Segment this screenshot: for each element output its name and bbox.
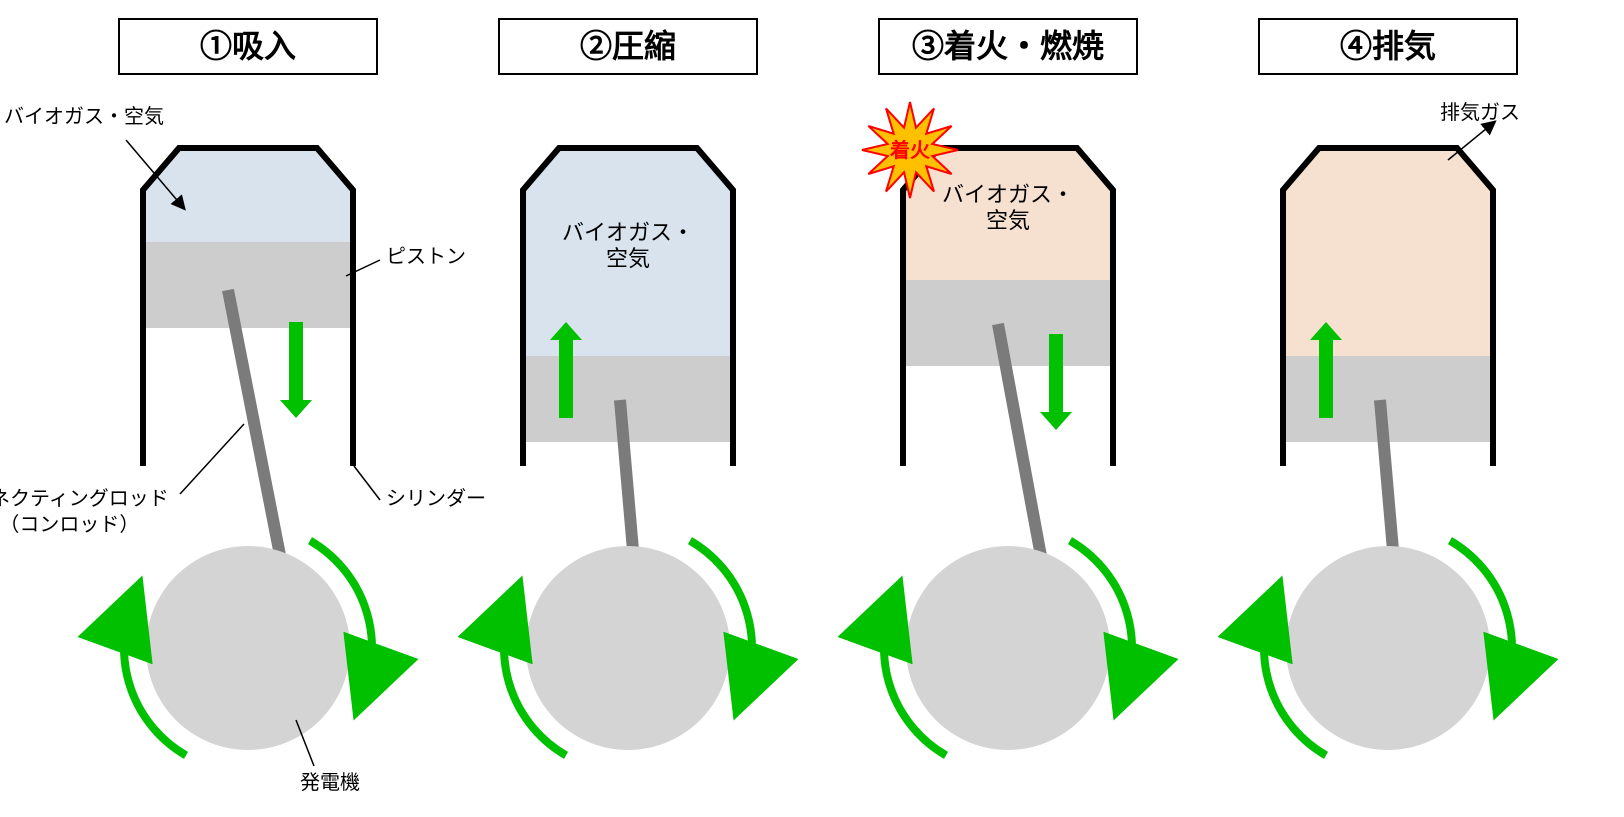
label-cylinder: シリンダー — [386, 486, 486, 512]
stage-title-compression: ②圧縮 — [498, 18, 758, 75]
label-piston: ピストン — [386, 244, 466, 270]
diagram-stage: バイオガス・空気着火バイオガス・空気 ①吸入バイオガス・空気ピストンシリンダーコ… — [0, 0, 1624, 817]
label-generator: 発電機 — [300, 770, 360, 796]
stage-title-exhaust: ④排気 — [1258, 18, 1518, 75]
label-exhaust_gas: 排気ガス — [1440, 100, 1520, 126]
svg-text:着火: 着火 — [889, 138, 931, 162]
label-conrod: コネクティングロッド （コンロッド） — [0, 486, 169, 538]
diagram-svg: バイオガス・空気着火バイオガス・空気 — [0, 0, 1624, 817]
stage-title-combustion: ③着火・燃焼 — [878, 18, 1138, 75]
label-biogas_air: バイオガス・空気 — [4, 104, 164, 130]
stage-title-intake: ①吸入 — [118, 18, 378, 75]
